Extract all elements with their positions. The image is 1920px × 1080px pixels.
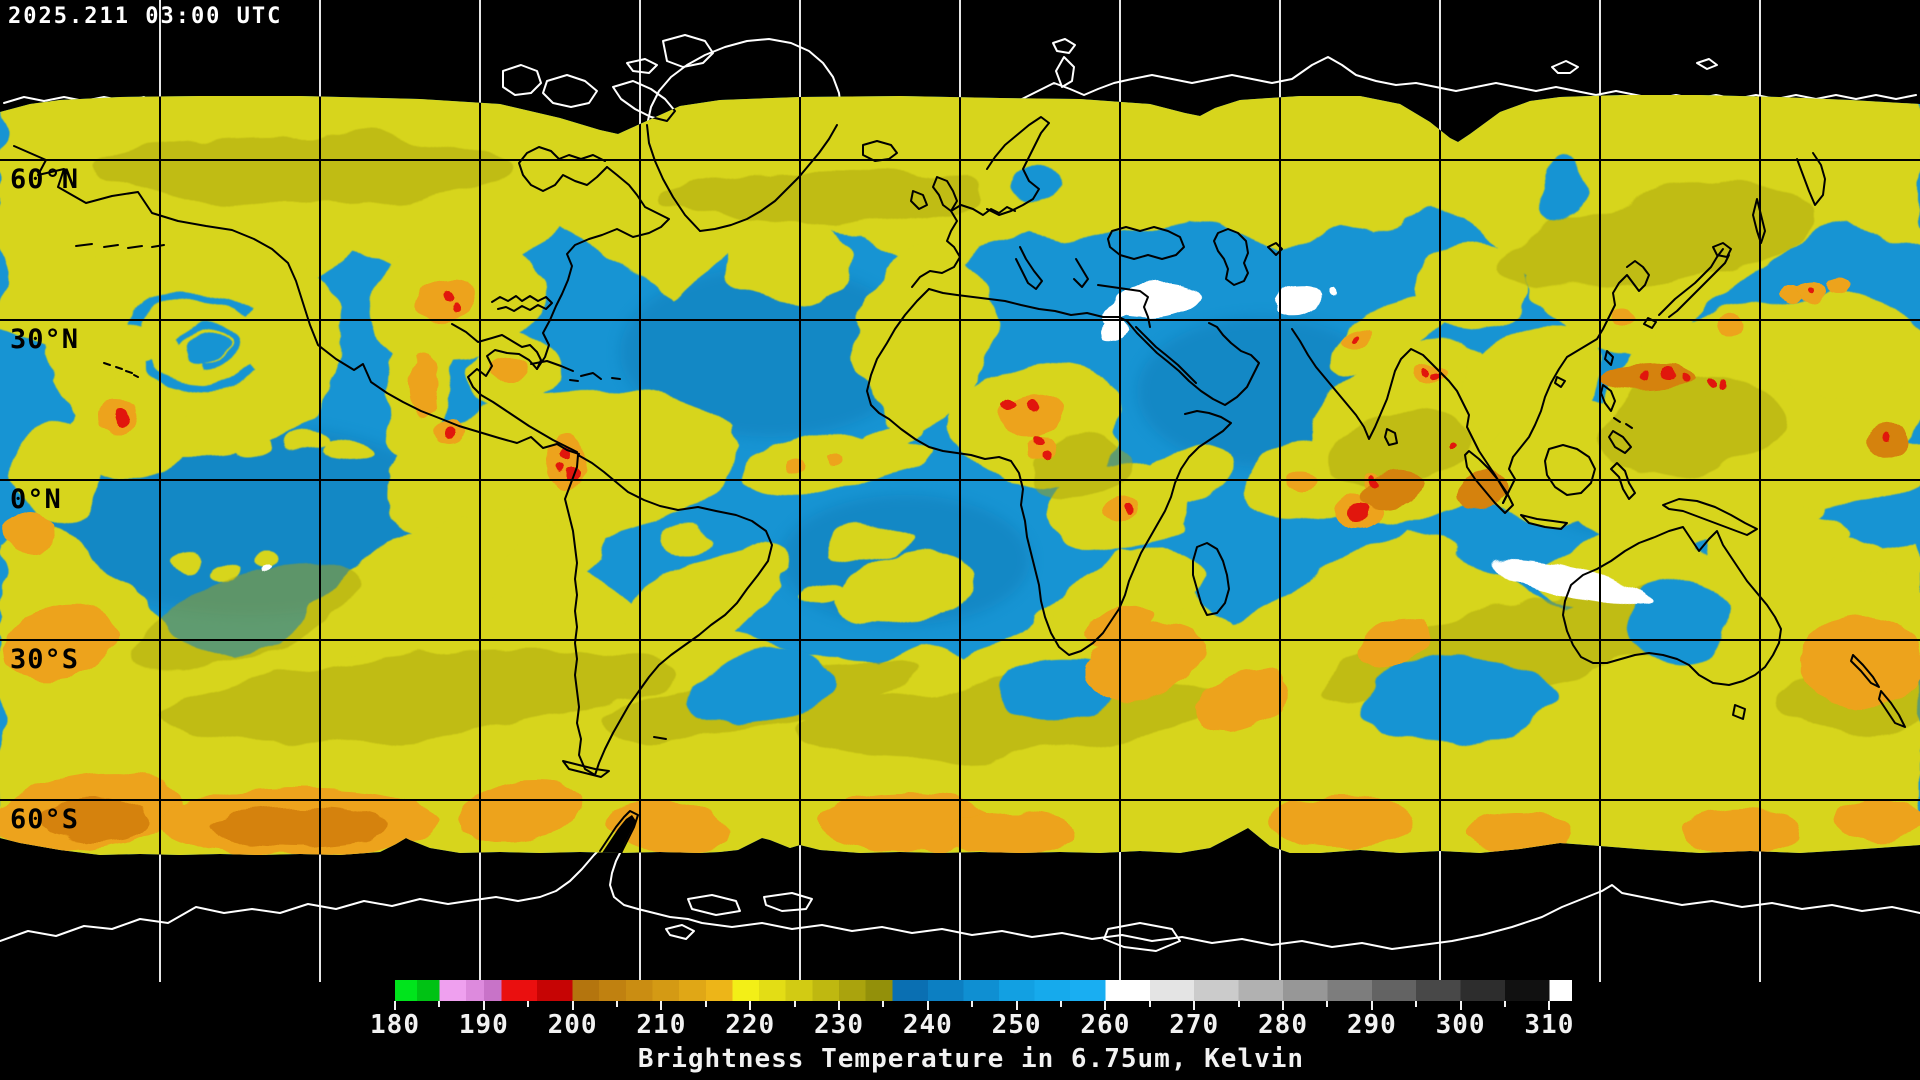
legend-minor-tick (971, 1001, 974, 1007)
legend-minor-tick (882, 1001, 885, 1007)
legend-minor-tick (438, 1001, 441, 1007)
legend-minor-tick (1504, 1001, 1506, 1007)
legend-tick-label: 180 (370, 1010, 420, 1040)
legend-tick-label: 230 (814, 1010, 864, 1040)
satellite-map (0, 0, 1920, 982)
legend-tick-label: 260 (1080, 1010, 1131, 1040)
legend-major-tick (482, 1001, 485, 1010)
legend-caption: Brightness Temperature in 6.75um, Kelvin (637, 1044, 1305, 1074)
legend-minor-tick (1326, 1001, 1329, 1007)
legend-tick-label: 300 (1435, 1010, 1486, 1040)
legend-major-tick (926, 1001, 929, 1010)
legend-major-tick (1282, 1001, 1284, 1010)
legend-tick-label: 290 (1346, 1010, 1397, 1040)
legend-tick-label: 280 (1258, 1010, 1308, 1040)
latitude-label-60s: 60°S (10, 804, 80, 835)
legend-major-tick (394, 1001, 396, 1010)
legend-minor-tick (1415, 1001, 1418, 1007)
legend-minor-tick (704, 1001, 707, 1007)
timestamp-label: 2025.211 03:00 UTC (8, 4, 283, 29)
data-region (0, 95, 1920, 855)
legend-minor-tick (616, 1001, 618, 1007)
legend-major-tick (1193, 1001, 1196, 1010)
latitude-label-30n: 30°N (10, 324, 80, 355)
legend-minor-tick (793, 1001, 796, 1007)
legend-major-tick (838, 1001, 840, 1010)
latitude-label-30s: 30°S (10, 644, 80, 675)
legend-major-tick (660, 1001, 663, 1010)
legend-tick-label: 200 (547, 1010, 598, 1040)
legend-minor-tick (1237, 1001, 1240, 1007)
legend-tick-label: 310 (1524, 1010, 1575, 1040)
legend-tick-label: 190 (458, 1010, 509, 1040)
legend-minor-tick (1148, 1001, 1151, 1007)
graticule-on-data (0, 95, 1920, 855)
legend-tick-label: 210 (636, 1010, 687, 1040)
legend-major-tick (1548, 1001, 1551, 1010)
blue-gaps-and-vortex (125, 156, 1732, 746)
legend-major-tick (749, 1001, 752, 1010)
legend-tick-label: 240 (902, 1010, 953, 1040)
legend-major-tick (1104, 1001, 1107, 1010)
legend-tick-label: 250 (991, 1010, 1042, 1040)
legend-major-tick (1370, 1001, 1373, 1010)
coastlines-black (13, 95, 1906, 855)
warm-white-layer (263, 282, 1651, 605)
legend-major-tick (571, 1001, 574, 1010)
latitude-label-60n: 60°N (10, 164, 80, 195)
legend-tick-label: 270 (1169, 1010, 1220, 1040)
legend-major-tick (1459, 1001, 1462, 1010)
legend-minor-tick (1060, 1001, 1062, 1007)
legend-tick-label: 220 (725, 1010, 776, 1040)
latitude-label-0n: 0°N (10, 484, 62, 515)
legend-major-tick (1015, 1001, 1018, 1010)
legend-colorbar (395, 980, 1572, 1001)
legend-minor-tick (527, 1001, 530, 1007)
